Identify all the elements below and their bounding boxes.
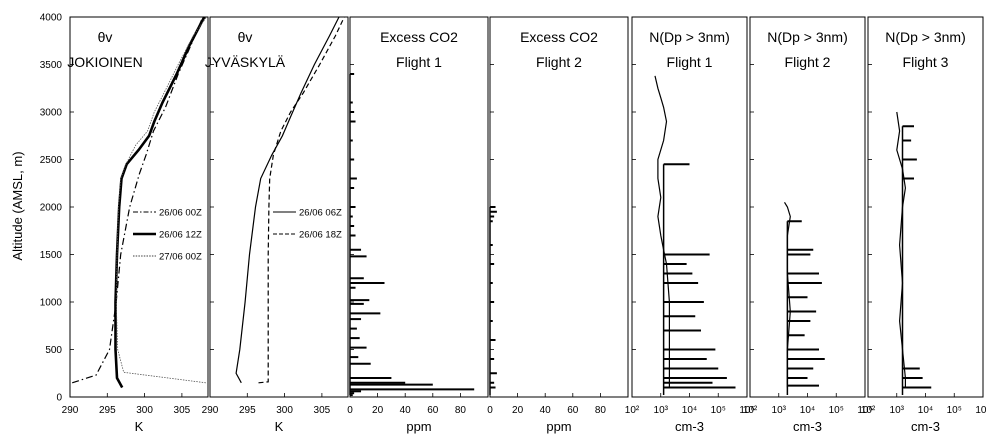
- legend-label: 26/06 12Z: [159, 230, 202, 241]
- y-tick-label: 2500: [40, 155, 63, 166]
- panel-frame: [867, 16, 984, 398]
- panel-title: Excess CO2: [520, 29, 598, 45]
- legend-label: 26/06 06Z: [299, 208, 342, 219]
- x-tick-label: 10⁵: [947, 405, 962, 416]
- x-tick-label: 40: [400, 405, 412, 416]
- x-tick-label: 80: [455, 405, 467, 416]
- x-axis-label: cm-3: [911, 419, 940, 434]
- x-tick-label: 10⁴: [918, 405, 933, 416]
- panel-3: Excess CO2 Flight 1 0 20 40 60 80 ppm: [347, 16, 489, 434]
- x-tick-label: 300: [276, 405, 293, 416]
- panel-title: N(Dp > 3nm): [885, 29, 966, 45]
- x-tick-label: 290: [62, 405, 79, 416]
- x-axis-label: K: [135, 419, 144, 434]
- legend-label: 26/06 00Z: [159, 208, 202, 219]
- series-line: [896, 111, 907, 388]
- x-axis-label: K: [275, 419, 284, 434]
- x-tick-label: 295: [239, 405, 256, 416]
- panels: θv JOKIOINEN 290 295 300 305 K 26/06 00Z 26/06 1…: [62, 16, 986, 434]
- panel-subtitle: Flight 1: [667, 54, 713, 70]
- x-tick-label: 10⁶: [739, 405, 754, 416]
- panel-frame: [631, 16, 748, 398]
- x-tick-label: 40: [540, 405, 552, 416]
- x-tick-label: 10⁵: [829, 405, 844, 416]
- x-tick-label: 305: [314, 405, 331, 416]
- x-axis-label: cm-3: [675, 419, 704, 434]
- x-tick-label: 60: [567, 405, 579, 416]
- panel-frame: [489, 16, 629, 398]
- y-tick-label: 500: [45, 345, 62, 356]
- x-tick-label: 10³: [654, 405, 669, 416]
- panel-subtitle: JYVÄSKYLÄ: [205, 54, 286, 70]
- series-line: [235, 16, 340, 384]
- y-axis-label: Altitude (AMSL, m): [10, 151, 25, 260]
- x-tick-label: 80: [595, 405, 607, 416]
- x-tick-label: 10⁶: [975, 405, 986, 416]
- panel-6: N(Dp > 3nm) Flight 2 10² 10³ 10⁴ 10⁵ 10⁶ cm-3: [743, 16, 873, 434]
- x-tick-label: 20: [512, 405, 524, 416]
- panel-subtitle: JOKIOINEN: [67, 54, 142, 70]
- x-tick-label: 290: [202, 405, 219, 416]
- x-tick-label: 10³: [890, 405, 905, 416]
- x-tick-label: 305: [174, 405, 191, 416]
- series-line: [258, 16, 345, 384]
- x-tick-label: 300: [136, 405, 153, 416]
- panel-subtitle: Flight 3: [903, 54, 949, 70]
- x-tick-label: 10²: [743, 405, 758, 416]
- x-tick-label: 10²: [625, 405, 640, 416]
- panel-title: N(Dp > 3nm): [767, 29, 848, 45]
- panel-frame: [749, 16, 866, 398]
- panel-title: Excess CO2: [380, 29, 458, 45]
- panel-4: Excess CO2 Flight 2 0 20 40 60 80 ppm: [487, 16, 629, 434]
- x-tick-label: 295: [99, 405, 116, 416]
- x-tick-label: 60: [427, 405, 439, 416]
- x-tick-label: 0: [487, 405, 493, 416]
- y-tick-label: 2000: [40, 203, 63, 214]
- series-line: [72, 16, 204, 384]
- y-tick-label: 1500: [40, 250, 63, 261]
- panel-5: N(Dp > 3nm) Flight 1 10² 10³ 10⁴ 10⁵ 10⁶ cm-3: [625, 16, 755, 434]
- panel-subtitle: Flight 2: [536, 54, 582, 70]
- panel-title: N(Dp > 3nm): [649, 29, 730, 45]
- panel-1: θv JOKIOINEN 290 295 300 305 K 26/06 00Z 26/06 1…: [62, 16, 209, 434]
- y-tick-label: 0: [56, 393, 62, 404]
- x-tick-label: 10⁴: [682, 405, 697, 416]
- x-tick-label: 10⁵: [711, 405, 726, 416]
- series-line: [115, 16, 207, 384]
- series-line: [114, 16, 206, 389]
- x-tick-label: 20: [372, 405, 384, 416]
- x-axis-label: cm-3: [793, 419, 822, 434]
- x-tick-label: 10²: [861, 405, 876, 416]
- y-tick-label: 3000: [40, 108, 63, 119]
- x-tick-label: 0: [347, 405, 353, 416]
- x-tick-label: 10³: [772, 405, 787, 416]
- panel-2: θv JYVÄSKYLÄ 290 295 300 305 K 26/06 06Z 26/06 1…: [202, 16, 349, 434]
- x-tick-label: 10⁶: [857, 405, 872, 416]
- panel-frame: [349, 16, 489, 398]
- series-line: [654, 75, 671, 388]
- legend-label: 27/06 00Z: [159, 252, 202, 263]
- panel-7: N(Dp > 3nm) Flight 3 10² 10³ 10⁴ 10⁵ 10⁶ cm-3: [861, 16, 986, 434]
- panel-title: θv: [98, 29, 113, 45]
- y-tick-label: 1000: [40, 298, 63, 309]
- y-tick-label: 4000: [40, 13, 63, 24]
- panel-title: θv: [238, 29, 253, 45]
- y-tick-label: 3500: [40, 60, 63, 71]
- x-axis-label: ppm: [406, 419, 431, 434]
- x-tick-label: 10⁴: [800, 405, 815, 416]
- panel-subtitle: Flight 1: [396, 54, 442, 70]
- y-axis-ticks: 0 500 1000 1500 2000 2500 3000 3500 4000: [40, 13, 63, 404]
- x-axis-label: ppm: [546, 419, 571, 434]
- panel-subtitle: Flight 2: [785, 54, 831, 70]
- legend-label: 26/06 18Z: [299, 230, 342, 241]
